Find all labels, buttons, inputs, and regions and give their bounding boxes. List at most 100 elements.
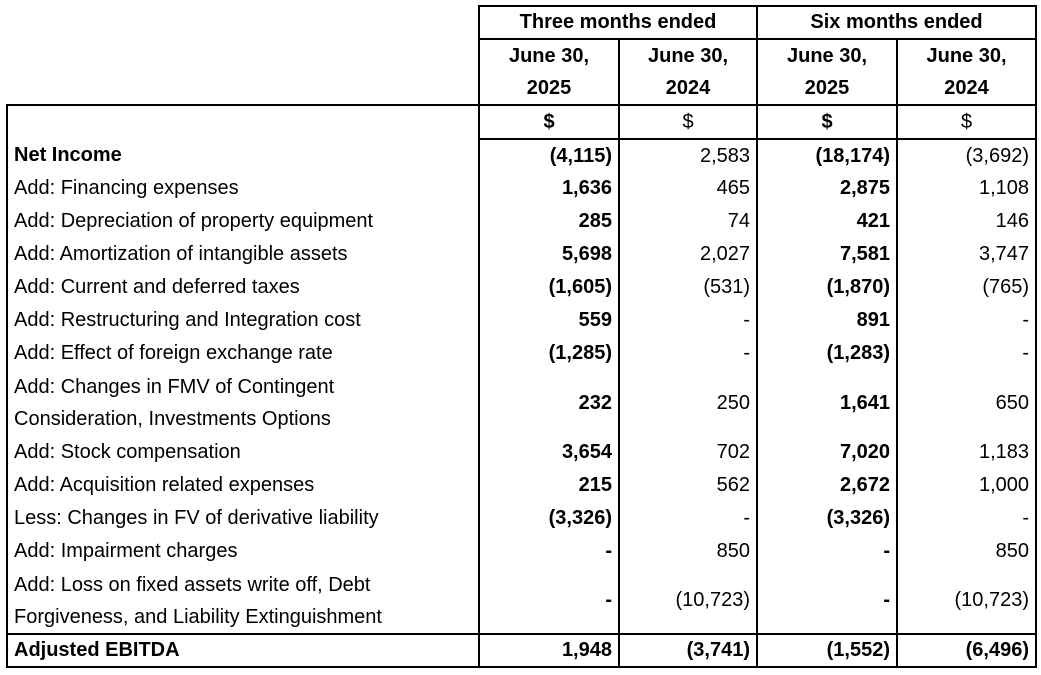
row-label-adjusted-ebitda: Adjusted EBITDA	[6, 633, 480, 668]
value-cell: (765)	[897, 271, 1038, 304]
value-cell: 3,654	[479, 436, 620, 469]
value-cell: 250	[619, 370, 759, 436]
value-cell: -	[619, 337, 759, 370]
value-cell: -	[757, 568, 899, 634]
value-cell: (18,174)	[757, 139, 899, 172]
row-label-line1: Add: Changes in FMV of Contingent	[14, 376, 335, 398]
col-header-q-2024: June 30, 2024	[619, 39, 759, 105]
value-cell: 1,641	[757, 370, 899, 436]
row-label: Add: Amortization of intangible assets	[6, 238, 480, 271]
value-cell: 1,000	[897, 469, 1038, 502]
row-label: Add: Impairment charges	[6, 535, 480, 568]
total-value-cell: (3,741)	[619, 633, 759, 668]
value-cell: 2,583	[619, 139, 759, 172]
row-label: Add: Restructuring and Integration cost	[6, 304, 480, 337]
value-cell: 559	[479, 304, 620, 337]
adjusted-ebitda-table: Three months ended Six months ended June…	[6, 5, 1038, 668]
value-cell: 2,672	[757, 469, 899, 502]
col-header-h-2025: June 30, 2025	[757, 39, 899, 105]
total-row: Adjusted EBITDA 1,948 (3,741) (1,552) (6…	[6, 633, 1038, 668]
value-cell: (10,723)	[897, 568, 1038, 634]
value-cell: (1,870)	[757, 271, 899, 304]
col-header-q-2025: June 30, 2025	[478, 39, 620, 105]
row-label: Add: Financing expenses	[6, 172, 480, 205]
value-cell: 421	[757, 205, 899, 238]
currency-symbol: $	[619, 104, 759, 140]
value-cell: 285	[479, 205, 620, 238]
row-label-line2: Consideration, Investments Options	[14, 408, 331, 430]
value-cell: (1,285)	[479, 337, 620, 370]
value-cell: 74	[619, 205, 759, 238]
blank-corner-2	[7, 39, 479, 105]
value-cell: 850	[619, 535, 759, 568]
table-row: Add: Financing expenses 1,636 465 2,875 …	[6, 172, 1038, 205]
table-row: Net Income (4,115) 2,583 (18,174) (3,692…	[6, 139, 1038, 172]
col-header-line2: 2024	[665, 77, 711, 99]
value-cell: -	[619, 502, 759, 535]
value-cell: 215	[479, 469, 620, 502]
three-months-header: Three months ended	[477, 5, 759, 40]
col-header-line1: June 30,	[508, 45, 590, 67]
value-cell: (3,326)	[479, 502, 620, 535]
value-cell: -	[479, 535, 620, 568]
value-cell: -	[479, 568, 620, 634]
row-label-line2: Forgiveness, and Liability Extinguishmen…	[14, 605, 382, 628]
value-cell: 891	[757, 304, 899, 337]
row-label: Add: Effect of foreign exchange rate	[6, 337, 480, 370]
total-value-cell: (6,496)	[897, 633, 1038, 668]
value-cell: 2,875	[757, 172, 899, 205]
value-cell: (3,326)	[757, 502, 899, 535]
value-cell: 562	[619, 469, 759, 502]
total-value-cell: (1,552)	[757, 633, 899, 668]
row-label: Less: Changes in FV of derivative liabil…	[6, 502, 480, 535]
col-header-line2: 2024	[944, 77, 989, 99]
value-cell: 7,581	[757, 238, 899, 271]
table-row: Add: Stock compensation 3,654 702 7,020 …	[6, 436, 1038, 469]
table-row: Less: Changes in FV of derivative liabil…	[6, 502, 1038, 535]
row-label: Add: Depreciation of property equipment	[6, 205, 480, 238]
table-row: Add: Effect of foreign exchange rate (1,…	[6, 337, 1038, 370]
table-row: Add: Amortization of intangible assets 5…	[6, 238, 1038, 271]
value-cell: 5,698	[479, 238, 620, 271]
currency-symbol: $	[479, 104, 620, 140]
col-header-line2: 2025	[526, 77, 572, 99]
value-cell: -	[619, 304, 759, 337]
value-cell: -	[757, 535, 899, 568]
value-cell: 1,183	[897, 436, 1038, 469]
row-label-two-line: Add: Changes in FMV of Contingent Conside…	[6, 370, 480, 436]
value-cell: 650	[897, 370, 1038, 436]
table-row: Add: Loss on fixed assets write off, Deb…	[6, 568, 1038, 634]
currency-label-cell	[6, 104, 480, 139]
value-cell: 2,027	[619, 238, 759, 271]
value-cell: (10,723)	[619, 568, 759, 634]
col-header-line1: June 30,	[647, 45, 729, 67]
value-cell: (1,605)	[479, 271, 620, 304]
six-months-header: Six months ended	[756, 5, 1038, 40]
col-header-line2: 2025	[804, 77, 850, 99]
value-cell: 465	[619, 172, 759, 205]
table-row: Add: Impairment charges - 850 - 850	[6, 535, 1038, 568]
date-header-row: June 30, 2025 June 30, 2024 June 30, 2025 J…	[7, 39, 1038, 105]
row-label: Add: Stock compensation	[6, 436, 480, 469]
col-header-line1: June 30,	[926, 45, 1007, 67]
table-row: Add: Current and deferred taxes (1,605) …	[6, 271, 1038, 304]
row-label: Add: Acquisition related expenses	[6, 469, 480, 502]
table-row: Add: Acquisition related expenses 215 56…	[6, 469, 1038, 502]
value-cell: 146	[897, 205, 1038, 238]
value-cell: 7,020	[757, 436, 899, 469]
value-cell: -	[897, 337, 1038, 370]
row-label-line1: Add: Loss on fixed assets write off, Deb…	[14, 573, 371, 596]
value-cell: (3,692)	[897, 139, 1038, 172]
value-cell: 1,636	[479, 172, 620, 205]
row-label-net-income: Net Income	[6, 139, 480, 172]
value-cell: -	[897, 304, 1038, 337]
currency-row: $ $ $ $	[6, 104, 1038, 140]
value-cell: 3,747	[897, 238, 1038, 271]
value-cell: (531)	[619, 271, 759, 304]
total-value-cell: 1,948	[479, 633, 620, 668]
table-row: Add: Restructuring and Integration cost …	[6, 304, 1038, 337]
currency-symbol: $	[897, 104, 1038, 140]
value-cell: -	[897, 502, 1038, 535]
blank-corner	[7, 6, 479, 39]
value-cell: (1,283)	[757, 337, 899, 370]
